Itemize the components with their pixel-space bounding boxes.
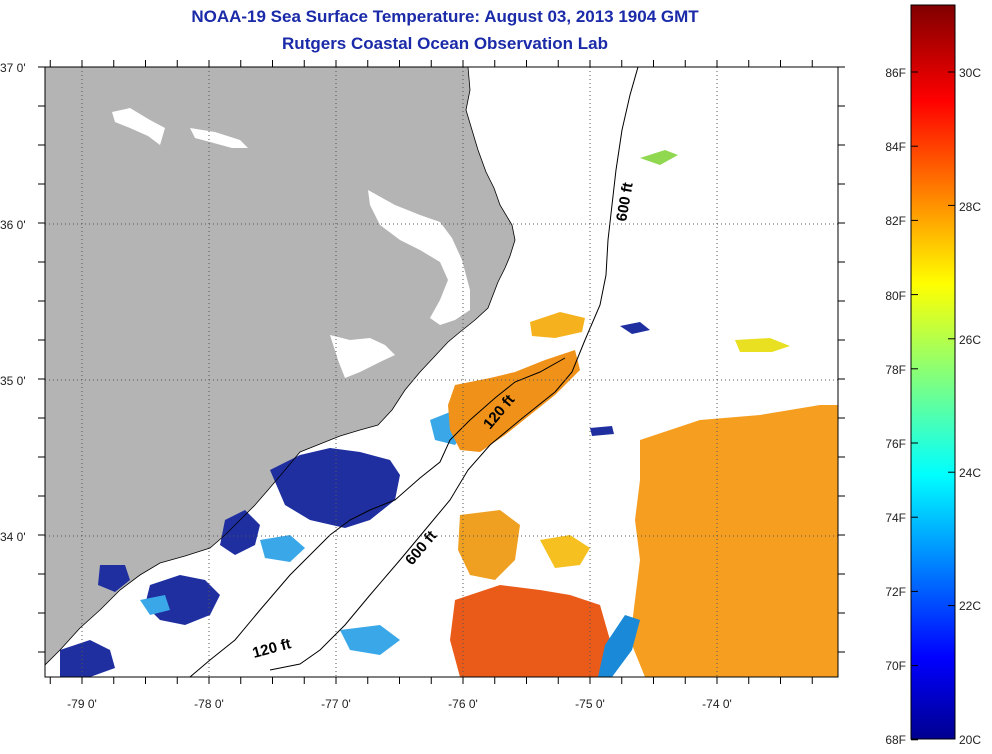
lon-label-78: -78 0' [194,697,224,711]
colorbar-f-72: 72F [885,585,906,599]
colorbar-f-70: 70F [885,659,906,673]
graticule [45,67,838,677]
colorbar-c-24: 24C [959,466,981,480]
axis-ticks [38,60,845,684]
colorbar-c-22: 22C [959,599,981,613]
sst-cold-patches [60,322,650,677]
lat-label-37: 37 0' [0,61,26,75]
colorbar-f-86: 86F [885,66,906,80]
lon-label-77: -77 0' [321,697,351,711]
colorbar-f-78: 78F [885,363,906,377]
sst-transition [598,615,640,677]
lon-label-74: -74 0' [702,697,732,711]
contour-label-600ft-north: 600 ft [613,181,637,223]
colorbar-f-74: 74F [885,511,906,525]
lon-label-76: -76 0' [448,697,478,711]
colorbar-c-20: 20C [959,733,981,747]
river-inlet [112,108,165,145]
lat-label-34: 34 0' [0,530,26,544]
colorbar-f-82: 82F [885,214,906,228]
sound-water [330,335,395,378]
colorbar [910,4,956,740]
contour-600ft-south [269,391,556,671]
colorbar-f-80: 80F [885,289,906,303]
colorbar-c-30: 30C [959,66,981,80]
river-inlet [190,128,248,148]
lon-label-79: -79 0' [67,697,97,711]
sst-warm-patches [448,150,838,677]
lat-label-36: 36 0' [0,218,26,232]
lat-label-35: 35 0' [0,374,26,388]
map-subtitle: Rutgers Coastal Ocean Observation Lab [282,34,608,53]
colorbar-ticks [911,71,955,741]
colorbar-c-28: 28C [959,200,981,214]
lon-label-75: -75 0' [575,697,605,711]
colorbar-f-76: 76F [885,437,906,451]
colorbar-f-84: 84F [885,140,906,154]
colorbar-f-68: 68F [885,733,906,747]
contour-600ft-north [554,67,639,393]
contour-120ft [189,357,566,677]
map-title: NOAA-19 Sea Surface Temperature: August … [191,7,699,26]
coastline [45,67,516,666]
map-frame [44,66,839,678]
colorbar-c-26: 26C [959,333,981,347]
